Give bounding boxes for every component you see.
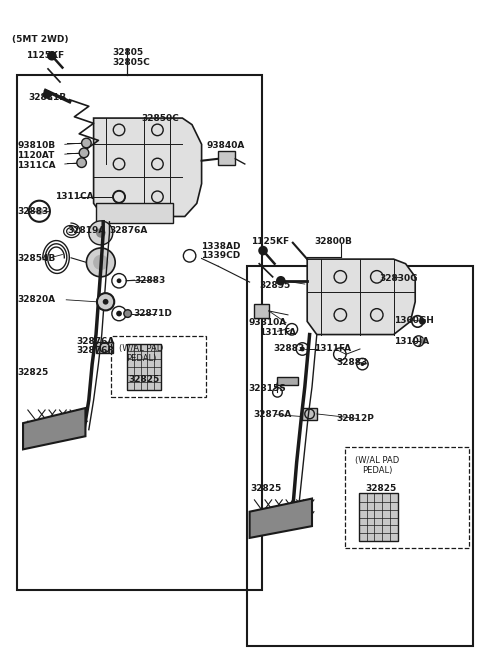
Text: 32825: 32825 <box>17 368 48 377</box>
Text: 32830G: 32830G <box>379 274 418 283</box>
Text: 93840A: 93840A <box>206 141 245 150</box>
Text: 32876R: 32876R <box>77 346 115 356</box>
Text: 1310JA: 1310JA <box>394 337 429 346</box>
Text: 32820A: 32820A <box>17 295 55 304</box>
Circle shape <box>419 318 426 325</box>
Text: 32805: 32805 <box>113 48 144 57</box>
Text: 32800B: 32800B <box>314 237 352 246</box>
Text: 32825: 32825 <box>366 484 397 493</box>
Circle shape <box>97 293 114 310</box>
Polygon shape <box>218 151 235 165</box>
Text: 32855: 32855 <box>259 281 290 290</box>
Text: 32850C: 32850C <box>142 113 180 123</box>
Text: (W/AL PAD: (W/AL PAD <box>119 344 163 354</box>
Polygon shape <box>94 118 202 216</box>
Text: 32815S: 32815S <box>249 384 287 393</box>
Circle shape <box>47 51 57 60</box>
Text: 1125KF: 1125KF <box>26 51 64 60</box>
Text: 1120AT: 1120AT <box>17 151 55 160</box>
Circle shape <box>276 276 286 285</box>
Bar <box>345 447 469 548</box>
Text: 93810A: 93810A <box>249 318 287 327</box>
Polygon shape <box>359 493 398 541</box>
Text: 1125KF: 1125KF <box>251 237 288 246</box>
Text: 1311FA: 1311FA <box>259 328 296 337</box>
Polygon shape <box>307 259 415 335</box>
Text: 32881B: 32881B <box>29 92 67 102</box>
Polygon shape <box>254 304 269 318</box>
Text: 32876A: 32876A <box>77 337 115 346</box>
Text: 1339CD: 1339CD <box>201 251 240 260</box>
Circle shape <box>77 158 86 167</box>
Text: 32883: 32883 <box>274 344 305 354</box>
Polygon shape <box>23 408 85 449</box>
Circle shape <box>82 138 91 148</box>
Circle shape <box>124 310 132 318</box>
Text: 32883: 32883 <box>134 276 166 285</box>
Polygon shape <box>127 344 161 390</box>
Text: 32876A: 32876A <box>109 226 148 236</box>
Text: 1311CA: 1311CA <box>55 192 94 201</box>
Circle shape <box>360 362 364 366</box>
Circle shape <box>89 221 113 245</box>
Circle shape <box>79 148 89 157</box>
Circle shape <box>43 90 51 99</box>
Circle shape <box>36 207 43 215</box>
Text: 32854B: 32854B <box>17 254 56 263</box>
Circle shape <box>93 255 108 270</box>
Text: (5MT 2WD): (5MT 2WD) <box>12 35 69 44</box>
Text: 1311FA: 1311FA <box>314 344 351 354</box>
Circle shape <box>117 278 121 283</box>
Bar <box>247 266 473 646</box>
Text: 93810B: 93810B <box>17 141 55 150</box>
Text: 32876A: 32876A <box>253 410 292 419</box>
Bar <box>111 336 206 397</box>
Circle shape <box>116 311 122 316</box>
Text: 32883: 32883 <box>17 207 48 216</box>
Text: PEDAL): PEDAL) <box>362 466 393 475</box>
Circle shape <box>258 246 268 255</box>
Polygon shape <box>250 499 312 538</box>
Text: 32812P: 32812P <box>336 414 374 423</box>
Text: 1338AD: 1338AD <box>201 241 240 251</box>
Polygon shape <box>302 408 317 420</box>
Text: 32805C: 32805C <box>113 58 151 67</box>
Polygon shape <box>96 342 113 353</box>
Circle shape <box>103 299 108 304</box>
Circle shape <box>300 346 305 352</box>
Text: 32883: 32883 <box>336 358 367 367</box>
Text: 1360GH: 1360GH <box>394 316 433 325</box>
Polygon shape <box>96 203 173 223</box>
Text: 1311CA: 1311CA <box>17 161 56 170</box>
Circle shape <box>96 228 106 237</box>
Text: 32871D: 32871D <box>133 309 172 318</box>
Text: 32825: 32825 <box>129 375 160 384</box>
Text: 32825: 32825 <box>251 484 282 493</box>
Text: 32819A: 32819A <box>67 226 106 236</box>
Bar <box>17 75 262 590</box>
Text: PEDAL): PEDAL) <box>126 354 156 363</box>
Circle shape <box>420 338 426 344</box>
Text: (W/AL PAD: (W/AL PAD <box>355 456 399 465</box>
Circle shape <box>86 248 115 277</box>
Polygon shape <box>277 377 298 385</box>
